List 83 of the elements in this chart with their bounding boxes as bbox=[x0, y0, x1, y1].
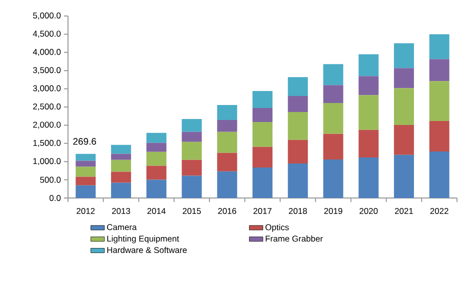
x-tick-label: 2015 bbox=[182, 208, 201, 214]
y-tick-label: 2,500.0 bbox=[33, 104, 61, 110]
bar bbox=[217, 132, 238, 153]
bar bbox=[182, 160, 202, 176]
bar bbox=[217, 120, 238, 132]
x-tick-label: 2019 bbox=[324, 208, 342, 214]
bar bbox=[323, 103, 344, 134]
x-tick-label: 2020 bbox=[360, 208, 378, 214]
bar bbox=[429, 59, 450, 82]
bar bbox=[323, 64, 344, 86]
bar bbox=[394, 88, 414, 125]
x-tick-label: 2014 bbox=[147, 208, 166, 214]
bar bbox=[76, 176, 96, 186]
bar bbox=[358, 76, 379, 96]
bar bbox=[111, 182, 132, 198]
bar bbox=[182, 132, 202, 142]
y-tick-label: 4,000.0 bbox=[32, 48, 61, 56]
bar bbox=[252, 122, 273, 147]
x-tick-label: 2018 bbox=[288, 208, 307, 214]
x-tick-label: 2021 bbox=[394, 208, 413, 214]
y-tick-label: 1,000.0 bbox=[33, 158, 61, 166]
bar bbox=[288, 96, 308, 112]
bar bbox=[111, 160, 132, 172]
legend-label: Frame Grabber bbox=[266, 235, 323, 242]
legend-label: Hardware & Software bbox=[107, 246, 187, 254]
bar bbox=[146, 142, 166, 152]
bar bbox=[288, 77, 308, 96]
legend-label: Lighting Equipment bbox=[107, 235, 180, 244]
y-tick-label: 3,000.0 bbox=[33, 85, 61, 92]
y-tick-label: 5,000.0 bbox=[33, 12, 61, 20]
bar bbox=[111, 172, 132, 183]
y-tick-label: 4,500.0 bbox=[32, 30, 61, 38]
bar bbox=[146, 166, 166, 180]
bar bbox=[182, 118, 202, 132]
bar bbox=[394, 154, 414, 198]
bar bbox=[358, 95, 379, 130]
legend-label: Optics bbox=[266, 224, 289, 232]
bar bbox=[217, 171, 238, 198]
bar bbox=[252, 167, 273, 198]
bar bbox=[323, 159, 344, 198]
bar bbox=[111, 144, 132, 154]
bar bbox=[288, 140, 308, 164]
bar bbox=[288, 112, 308, 140]
bar bbox=[146, 132, 166, 143]
bar bbox=[358, 130, 379, 158]
x-tick-label: 2012 bbox=[76, 208, 95, 214]
x-tick-label: 2022 bbox=[430, 208, 448, 214]
bar bbox=[358, 54, 379, 76]
bar bbox=[76, 166, 96, 177]
y-tick-label: 2,000.0 bbox=[33, 122, 61, 129]
y-tick-label: 1,500.0 bbox=[33, 140, 61, 147]
annotation: 269.6 bbox=[73, 138, 96, 145]
bar bbox=[358, 157, 379, 198]
bar bbox=[182, 142, 202, 160]
bar bbox=[323, 85, 344, 104]
y-tick-label: 3,500.0 bbox=[33, 67, 61, 74]
bar bbox=[394, 124, 414, 155]
bar bbox=[429, 120, 450, 152]
y-tick-label: 0.0 bbox=[50, 195, 61, 201]
bar bbox=[182, 176, 202, 198]
x-tick-label: 2016 bbox=[218, 208, 236, 214]
bar bbox=[394, 43, 414, 68]
bar bbox=[146, 180, 166, 198]
bar bbox=[288, 163, 308, 198]
bar bbox=[394, 68, 414, 88]
bar bbox=[252, 91, 273, 108]
bar bbox=[429, 152, 450, 198]
bar bbox=[111, 154, 132, 160]
bar bbox=[217, 152, 238, 172]
bar bbox=[146, 152, 166, 166]
bar bbox=[217, 105, 238, 120]
bar bbox=[76, 160, 96, 167]
x-tick-label: 2017 bbox=[254, 208, 272, 214]
bar bbox=[429, 81, 450, 121]
bar bbox=[252, 146, 273, 168]
bar bbox=[76, 154, 96, 161]
bar bbox=[252, 108, 273, 122]
legend-label: Camera bbox=[107, 224, 137, 230]
y-tick-label: 500.0 bbox=[40, 176, 61, 183]
bar bbox=[76, 185, 96, 198]
bar bbox=[323, 134, 344, 160]
bar bbox=[429, 34, 450, 60]
x-tick-label: 2013 bbox=[112, 208, 130, 214]
